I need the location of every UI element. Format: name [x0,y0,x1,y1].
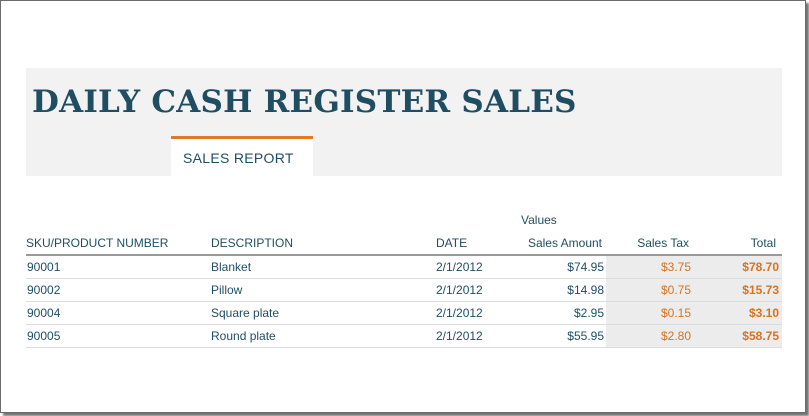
cell-sku: 90005 [27,329,61,343]
tab-sales-report[interactable]: SALES REPORT [171,136,313,176]
cell-sku: 90002 [27,283,61,297]
table-row[interactable]: 90004 Square plate 2/1/2012 $2.95 $0.15 … [26,302,782,325]
cell-description: Pillow [211,283,243,297]
cell-date: 2/1/2012 [436,306,483,320]
column-header-sku[interactable]: SKU/PRODUCT NUMBER [26,236,169,250]
cell-sales-tax: $2.80 [660,329,691,343]
cell-sku: 90004 [27,306,61,320]
title-banner [26,68,782,176]
cell-sales-tax: $0.15 [660,306,691,320]
cell-description: Square plate [211,306,280,320]
column-header-description[interactable]: DESCRIPTION [211,236,294,250]
values-group-label: Values [521,213,557,227]
cell-sales-amount: $2.95 [573,306,604,320]
table-row[interactable]: 90001 Blanket 2/1/2012 $74.95 $3.75 $78.… [26,256,782,279]
cell-total: $15.73 [742,283,779,297]
page-title: DAILY CASH REGISTER SALES [32,84,577,120]
table-row[interactable]: 90005 Round plate 2/1/2012 $55.95 $2.80 … [26,325,782,348]
column-header-date[interactable]: DATE [436,236,468,250]
cell-date: 2/1/2012 [436,260,483,274]
column-header-sales-tax[interactable]: Sales Tax [637,236,689,250]
cell-sku: 90001 [27,260,61,274]
cell-sales-amount: $74.95 [567,260,604,274]
cell-sales-tax: $3.75 [660,260,691,274]
cell-date: 2/1/2012 [436,283,483,297]
cell-date: 2/1/2012 [436,329,483,343]
table-row[interactable]: 90002 Pillow 2/1/2012 $14.98 $0.75 $15.7… [26,279,782,302]
cell-total: $3.10 [748,306,779,320]
cell-total: $78.70 [742,260,779,274]
column-header-sales-amount[interactable]: Sales Amount [527,236,602,250]
column-header-total[interactable]: Total [750,236,776,250]
cell-sales-amount: $55.95 [567,329,604,343]
cell-description: Round plate [211,329,276,343]
cell-sales-tax: $0.75 [660,283,691,297]
cell-sales-amount: $14.98 [567,283,604,297]
header-divider [26,254,782,256]
tab-label: SALES REPORT [183,150,294,166]
cell-description: Blanket [211,260,252,274]
cell-total: $58.75 [742,329,779,343]
